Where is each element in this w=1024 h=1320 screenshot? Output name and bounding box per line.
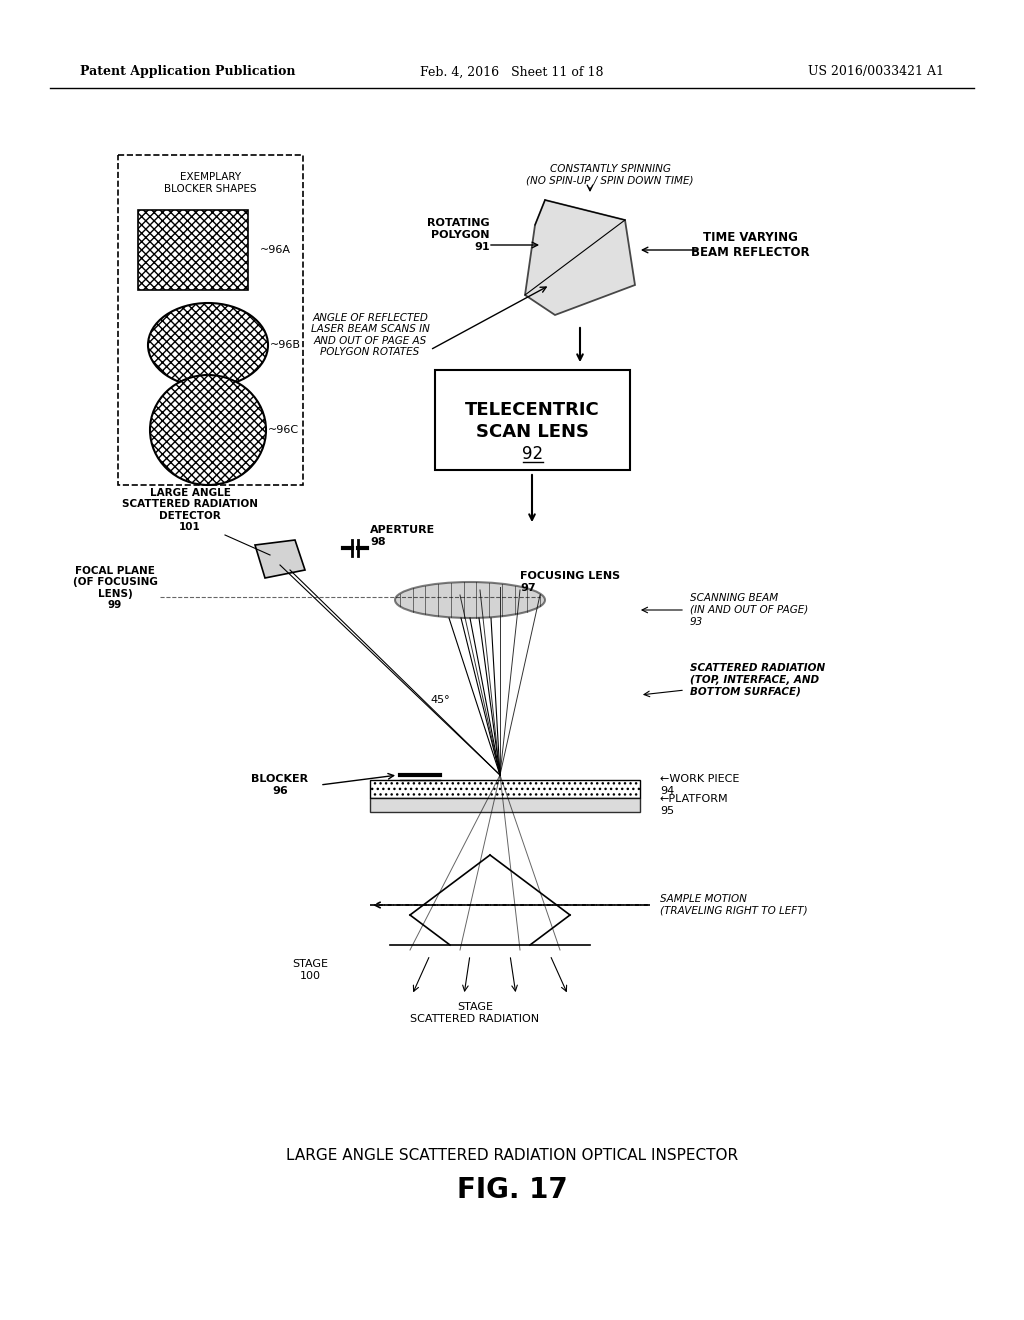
Text: Patent Application Publication: Patent Application Publication bbox=[80, 66, 296, 78]
FancyBboxPatch shape bbox=[435, 370, 630, 470]
Text: LARGE ANGLE SCATTERED RADIATION OPTICAL INSPECTOR: LARGE ANGLE SCATTERED RADIATION OPTICAL … bbox=[286, 1147, 738, 1163]
Bar bbox=[138, 210, 248, 290]
Polygon shape bbox=[255, 540, 305, 578]
Text: FOCUSING LENS
97: FOCUSING LENS 97 bbox=[520, 572, 621, 593]
Text: US 2016/0033421 A1: US 2016/0033421 A1 bbox=[808, 66, 944, 78]
Text: ~96C: ~96C bbox=[268, 425, 299, 436]
Text: SCANNING BEAM
(IN AND OUT OF PAGE)
93: SCANNING BEAM (IN AND OUT OF PAGE) 93 bbox=[690, 594, 808, 627]
Text: 45°: 45° bbox=[430, 696, 450, 705]
Text: SCAN LENS: SCAN LENS bbox=[476, 422, 589, 441]
FancyBboxPatch shape bbox=[118, 154, 303, 484]
Text: SAMPLE MOTION
(TRAVELING RIGHT TO LEFT): SAMPLE MOTION (TRAVELING RIGHT TO LEFT) bbox=[660, 894, 808, 916]
Text: 92: 92 bbox=[522, 445, 543, 463]
Text: STAGE
SCATTERED RADIATION: STAGE SCATTERED RADIATION bbox=[411, 1002, 540, 1024]
Bar bbox=[370, 799, 640, 812]
Text: APERTURE
98: APERTURE 98 bbox=[370, 525, 435, 546]
Ellipse shape bbox=[150, 375, 266, 484]
Text: TIME VARYING
BEAM REFLECTOR: TIME VARYING BEAM REFLECTOR bbox=[690, 231, 809, 259]
Text: FIG. 17: FIG. 17 bbox=[457, 1176, 567, 1204]
Ellipse shape bbox=[395, 582, 545, 618]
Text: ←PLATFORM
95: ←PLATFORM 95 bbox=[660, 795, 729, 816]
Text: FOCAL PLANE
(OF FOCUSING
LENS)
99: FOCAL PLANE (OF FOCUSING LENS) 99 bbox=[73, 565, 158, 610]
Text: EXEMPLARY
BLOCKER SHAPES: EXEMPLARY BLOCKER SHAPES bbox=[164, 172, 257, 194]
Polygon shape bbox=[525, 201, 635, 315]
Text: ANGLE OF REFLECTED
LASER BEAM SCANS IN
AND OUT OF PAGE AS
POLYGON ROTATES: ANGLE OF REFLECTED LASER BEAM SCANS IN A… bbox=[310, 313, 429, 358]
Text: BLOCKER
96: BLOCKER 96 bbox=[252, 775, 308, 796]
Text: TELECENTRIC: TELECENTRIC bbox=[465, 401, 600, 418]
Text: SCATTERED RADIATION
(TOP, INTERFACE, AND
BOTTOM SURFACE): SCATTERED RADIATION (TOP, INTERFACE, AND… bbox=[690, 664, 825, 697]
Text: ~96A: ~96A bbox=[260, 246, 291, 255]
Text: STAGE
100: STAGE 100 bbox=[292, 960, 328, 981]
Text: ROTATING
POLYGON
91: ROTATING POLYGON 91 bbox=[427, 218, 490, 252]
Text: CONSTANTLY SPINNING
(NO SPIN-UP / SPIN DOWN TIME): CONSTANTLY SPINNING (NO SPIN-UP / SPIN D… bbox=[526, 164, 693, 186]
Text: Feb. 4, 2016   Sheet 11 of 18: Feb. 4, 2016 Sheet 11 of 18 bbox=[420, 66, 604, 78]
Ellipse shape bbox=[148, 304, 268, 387]
Text: LARGE ANGLE
SCATTERED RADIATION
DETECTOR
101: LARGE ANGLE SCATTERED RADIATION DETECTOR… bbox=[122, 487, 258, 532]
Text: ~96B: ~96B bbox=[270, 341, 301, 350]
Text: ←WORK PIECE
94: ←WORK PIECE 94 bbox=[660, 775, 739, 796]
Bar bbox=[370, 780, 640, 799]
